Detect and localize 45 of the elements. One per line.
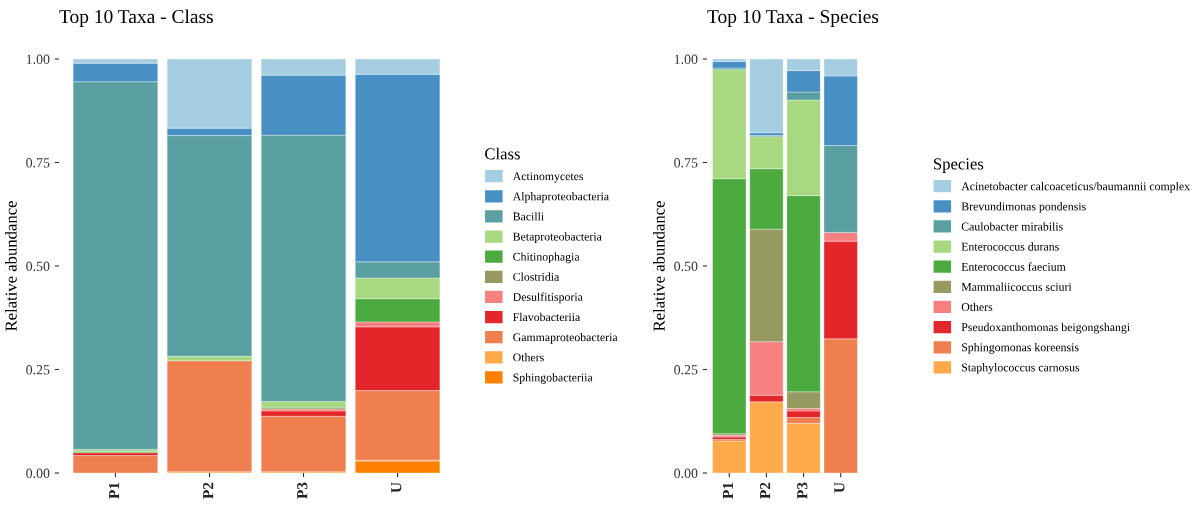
legend-label: Mammaliicoccus sciuri [961, 282, 1072, 291]
legend-label: Others [961, 302, 993, 312]
legend-label: Flavobacteriia [513, 312, 581, 322]
legend-label: Sphingobacteriia [513, 373, 593, 384]
x-tick-label: P1 [109, 482, 120, 499]
legend-label: Chitinophagia [513, 252, 580, 264]
chart-title: Top 10 Taxa - Class [59, 9, 213, 28]
y-tick-label: 0.50 [26, 261, 50, 272]
y-tick-label: 0.00 [674, 468, 698, 479]
legend-label: Betaproteobacteria [513, 232, 602, 243]
chart-title: Top 10 Taxa - Species [707, 9, 879, 28]
y-tick-label: 0.00 [26, 468, 50, 479]
y-tick-label: 1.00 [674, 54, 698, 65]
legend-label: Caulobacter mirabilis [961, 222, 1063, 231]
legend-label: Others [513, 353, 544, 362]
x-tick-label: P2 [759, 482, 771, 499]
y-axis-title: Relative abundance [653, 201, 665, 331]
x-tick-label: P2 [203, 482, 214, 499]
y-axis-title: Relative abundance [5, 201, 17, 331]
y-tick-label: 0.75 [26, 158, 50, 168]
legend-label: Sphingomonas koreensis [962, 342, 1079, 354]
y-tick-label: 0.75 [674, 158, 698, 168]
legend-label: Clostridia [513, 272, 560, 281]
x-tick-label: U [834, 482, 845, 493]
legend-label: Pseudoxanthomonas beigongshangi [961, 322, 1130, 334]
y-tick-label: 0.25 [674, 365, 698, 375]
legend-title: Class [485, 147, 520, 160]
x-tick-label: P3 [297, 482, 308, 499]
legend-label: Staphylococcus carnosus [962, 363, 1080, 374]
legend-label: Gammaproteobacteria [513, 332, 618, 344]
x-tick-label: P1 [722, 482, 733, 499]
legend-label: Enterococcus durans [961, 242, 1059, 251]
y-tick-label: 1.00 [26, 54, 50, 65]
x-tick-label: U [391, 482, 402, 493]
legend-label: Desulfitisporia [513, 292, 583, 304]
legend-label: Enterococcus faecium [961, 262, 1066, 271]
y-tick-label: 0.25 [26, 365, 50, 375]
legend-label: Brevundimonas pondensis [961, 202, 1086, 213]
legend-title: Species [934, 158, 984, 173]
y-tick-label: 0.50 [674, 261, 698, 272]
legend-label: Alphaproteobacteria [512, 192, 609, 203]
legend-label: Bacilli [513, 212, 544, 221]
legend-label: Acinetobacter calcoaceticus/baumannii complex [961, 181, 1190, 193]
x-tick-label: P3 [797, 482, 808, 499]
legend-label: Actinomycetes [512, 172, 584, 183]
